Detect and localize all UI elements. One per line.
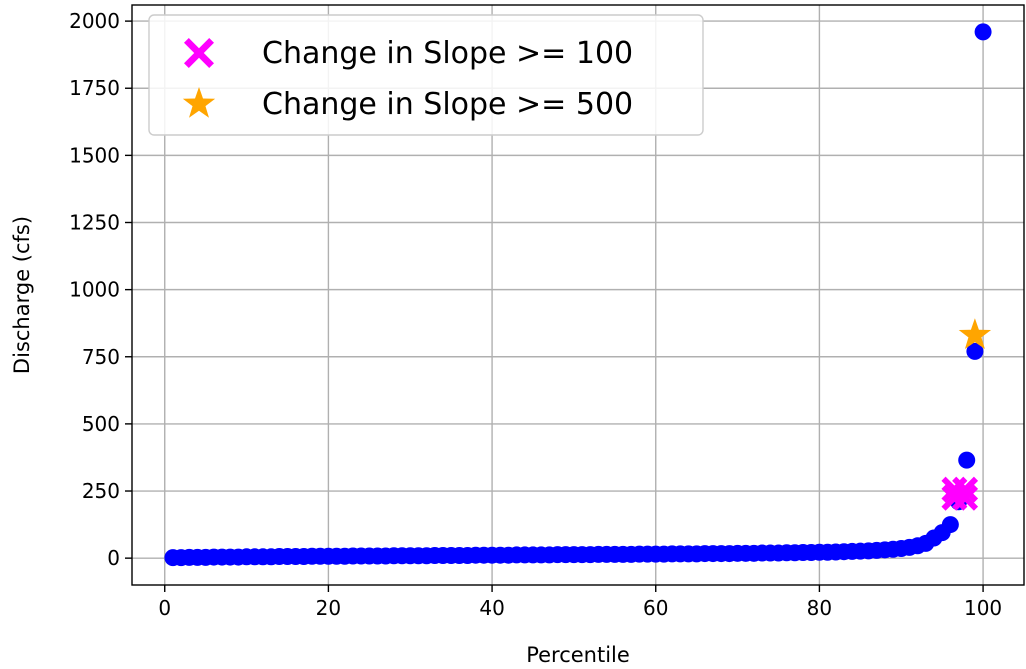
x-tick-label: 60 (643, 596, 668, 620)
x-axis-label: Percentile (526, 643, 630, 667)
legend-label-slope-100: Change in Slope >= 100 (262, 36, 633, 71)
legend-x-marker-icon (184, 38, 214, 68)
data-point (958, 451, 976, 469)
legend-box (148, 14, 704, 136)
y-tick-label: 1000 (69, 278, 120, 302)
x-tick-label: 80 (807, 596, 832, 620)
legend-star-marker-icon (182, 87, 216, 118)
plot-frame (131, 4, 1025, 586)
y-tick-label: 1500 (69, 143, 120, 167)
y-tick-label: 2000 (69, 9, 120, 33)
y-tick-label: 1750 (69, 76, 120, 100)
data-point (966, 342, 984, 360)
slope-100-marker (952, 484, 979, 511)
data-point (941, 516, 959, 534)
y-tick-label: 250 (82, 479, 120, 503)
x-tick-label: 40 (479, 596, 504, 620)
slope-markers (941, 318, 992, 511)
legend-label-slope-500: Change in Slope >= 500 (262, 87, 633, 122)
data-points (164, 23, 992, 567)
legend: Change in Slope >= 100 Change in Slope >… (148, 14, 704, 136)
data-point (974, 23, 992, 41)
y-tick-label: 0 (107, 546, 120, 570)
y-tick-label: 1250 (69, 211, 120, 235)
axis-ticks: 0 20 40 60 80 1000250500750100012501500175020… (69, 9, 1002, 620)
y-tick-label: 500 (82, 412, 120, 436)
legend-x-marker-shape (184, 38, 214, 68)
slope-500-marker (958, 318, 992, 350)
y-tick-label: 750 (82, 345, 120, 369)
x-tick-label: 100 (964, 596, 1002, 620)
y-axis-label: Discharge (cfs) (10, 216, 34, 374)
x-tick-label: 20 (316, 596, 341, 620)
legend-star-marker-shape (182, 87, 216, 118)
x-tick-label: 0 (158, 596, 171, 620)
